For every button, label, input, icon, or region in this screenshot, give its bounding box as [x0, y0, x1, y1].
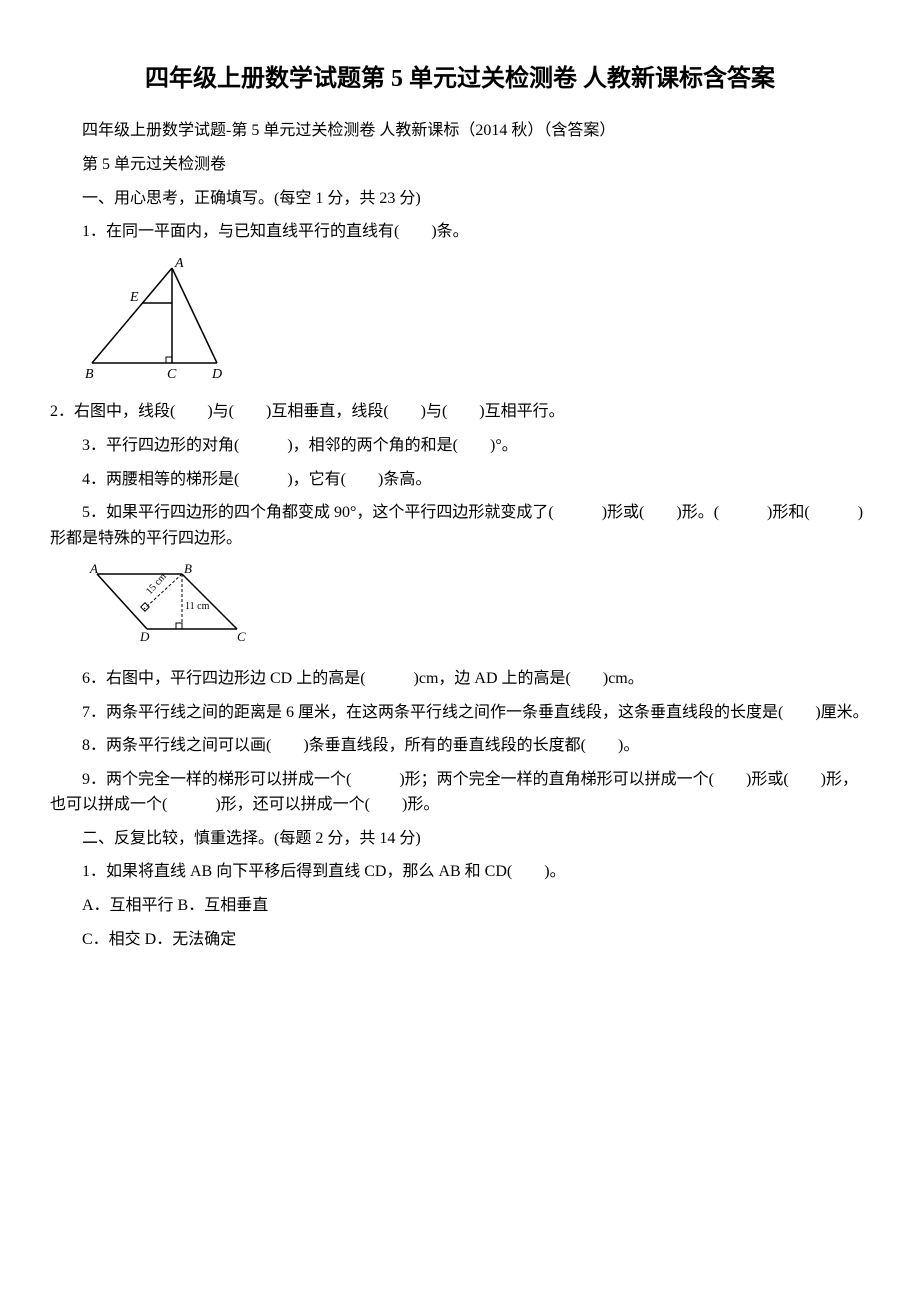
subtitle: 四年级上册数学试题-第 5 单元过关检测卷 人教新课标（2014 秋）（含答案）	[50, 118, 870, 144]
svg-text:11 cm: 11 cm	[185, 601, 210, 612]
unit-header: 第 5 单元过关检测卷	[50, 152, 870, 178]
svg-text:B: B	[184, 561, 192, 576]
question-6: 6．右图中，平行四边形边 CD 上的高是( )cm，边 AD 上的高是( )cm…	[50, 666, 870, 692]
svg-text:B: B	[85, 367, 94, 382]
parallelogram-svg: A B C D 15 cm 11 cm	[82, 559, 262, 649]
svg-text:C: C	[237, 629, 246, 644]
svg-text:D: D	[211, 367, 222, 382]
svg-text:15 cm: 15 cm	[144, 571, 169, 597]
question-9: 9．两个完全一样的梯形可以拼成一个( )形；两个完全一样的直角梯形可以拼成一个(…	[50, 767, 870, 818]
svg-text:A: A	[174, 256, 184, 271]
svg-text:E: E	[129, 290, 139, 305]
question-1: 1．在同一平面内，与已知直线平行的直线有( )条。	[50, 219, 870, 245]
figure-parallelogram: A B C D 15 cm 11 cm	[82, 559, 870, 658]
svg-text:D: D	[139, 629, 150, 644]
s2-q1-option-ab: A．互相平行 B．互相垂直	[50, 893, 870, 919]
question-3: 3．平行四边形的对角( )，相邻的两个角的和是( )°。	[50, 433, 870, 459]
triangle-svg: A E B C D	[82, 253, 252, 383]
section-2-header: 二、反复比较，慎重选择。(每题 2 分，共 14 分)	[50, 826, 870, 852]
page-title: 四年级上册数学试题第 5 单元过关检测卷 人教新课标含答案	[50, 60, 870, 98]
question-2: 2．右图中，线段( )与( )互相垂直，线段( )与( )互相平行。	[50, 399, 870, 425]
svg-text:C: C	[167, 367, 177, 382]
s2-q1-option-cd: C．相交 D．无法确定	[50, 927, 870, 953]
svg-text:A: A	[89, 561, 98, 576]
question-7: 7．两条平行线之间的距离是 6 厘米，在这两条平行线之间作一条垂直线段，这条垂直…	[50, 700, 870, 726]
section-1-header: 一、用心思考，正确填写。(每空 1 分，共 23 分)	[50, 186, 870, 212]
question-8: 8．两条平行线之间可以画( )条垂直线段，所有的垂直线段的长度都( )。	[50, 733, 870, 759]
question-4: 4．两腰相等的梯形是( )，它有( )条高。	[50, 467, 870, 493]
figure-triangle: A E B C D	[82, 253, 870, 392]
question-5: 5．如果平行四边形的四个角都变成 90°，这个平行四边形就变成了( )形或( )…	[50, 500, 870, 551]
s2-question-1: 1．如果将直线 AB 向下平移后得到直线 CD，那么 AB 和 CD( )。	[50, 859, 870, 885]
